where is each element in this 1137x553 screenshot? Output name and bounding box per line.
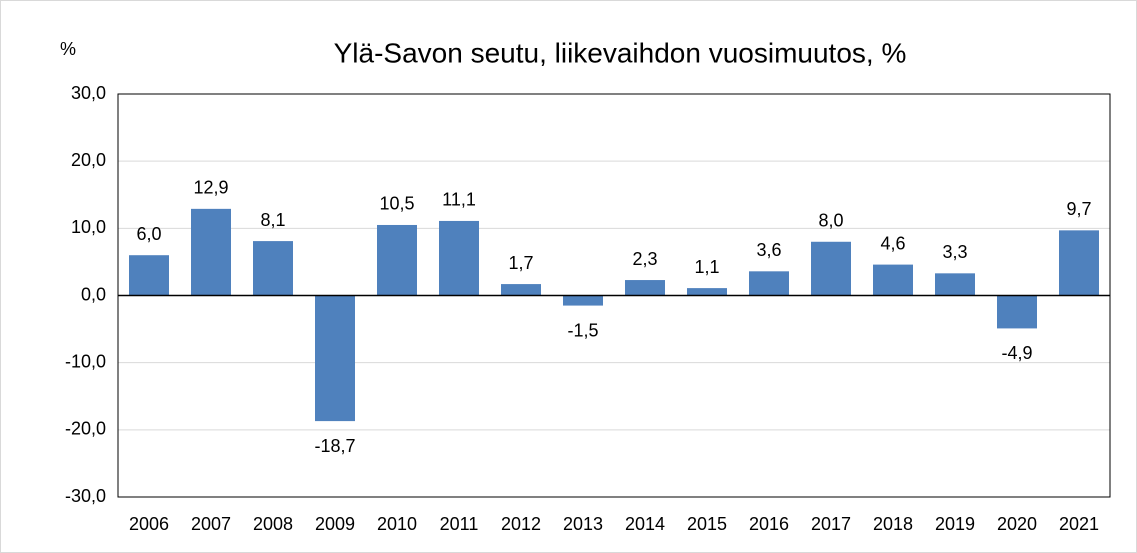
- x-tick-label: 2013: [563, 514, 603, 534]
- x-tick-label: 2021: [1059, 514, 1099, 534]
- data-label: -18,7: [314, 436, 355, 456]
- data-label: 1,7: [508, 253, 533, 273]
- bar: [253, 241, 293, 296]
- bar: [315, 295, 355, 422]
- data-label: 8,0: [818, 211, 843, 231]
- data-label: 12,9: [193, 178, 228, 198]
- y-tick-label: 10,0: [71, 217, 106, 237]
- data-label: 11,1: [442, 190, 476, 210]
- x-tick-label: 2016: [749, 514, 789, 534]
- data-label: 1,1: [694, 257, 719, 277]
- bar: [997, 295, 1037, 329]
- data-label: 8,1: [260, 210, 285, 230]
- bar: [687, 288, 727, 296]
- data-label: 3,6: [756, 240, 781, 260]
- bar: [439, 220, 479, 296]
- x-tick-label: 2011: [440, 514, 479, 534]
- y-tick-label: 30,0: [71, 83, 106, 103]
- bar: [501, 284, 541, 296]
- x-tick-label: 2007: [191, 514, 231, 534]
- data-label: 4,6: [880, 233, 905, 253]
- bar: [377, 224, 417, 296]
- bar: [749, 271, 789, 296]
- x-tick-label: 2018: [873, 514, 913, 534]
- y-tick-label: -20,0: [65, 419, 106, 439]
- data-label: 2,3: [632, 249, 657, 269]
- bar: [129, 255, 169, 296]
- x-tick-label: 2010: [377, 514, 417, 534]
- bar: [1059, 230, 1099, 296]
- chart-title: Ylä-Savon seutu, liikevaihdon vuosimuuto…: [334, 37, 907, 68]
- x-tick-label: 2014: [625, 514, 665, 534]
- y-tick-label: -30,0: [65, 486, 106, 506]
- x-tick-label: 2019: [935, 514, 975, 534]
- x-tick-label: 2017: [811, 514, 851, 534]
- x-tick-label: 2008: [253, 514, 293, 534]
- y-tick-label: 20,0: [71, 150, 106, 170]
- bar: [873, 264, 913, 296]
- bar: [935, 273, 975, 296]
- y-tick-label: 0,0: [81, 284, 106, 304]
- y-axis-label: %: [60, 39, 76, 59]
- data-label: -4,9: [1001, 343, 1032, 363]
- data-label: -1,5: [567, 320, 598, 340]
- bar: [625, 280, 665, 296]
- bar: [563, 295, 603, 306]
- x-tick-label: 2015: [687, 514, 727, 534]
- data-label: 6,0: [136, 224, 161, 244]
- x-tick-label: 2009: [315, 514, 355, 534]
- x-tick-label: 2006: [129, 514, 169, 534]
- data-label: 9,7: [1066, 199, 1091, 219]
- bar: [811, 241, 851, 296]
- bar: [191, 208, 231, 296]
- y-tick-label: -10,0: [65, 351, 106, 371]
- data-label: 10,5: [379, 194, 414, 214]
- x-tick-label: 2012: [501, 514, 541, 534]
- x-tick-label: 2020: [997, 514, 1037, 534]
- data-label: 3,3: [942, 242, 967, 262]
